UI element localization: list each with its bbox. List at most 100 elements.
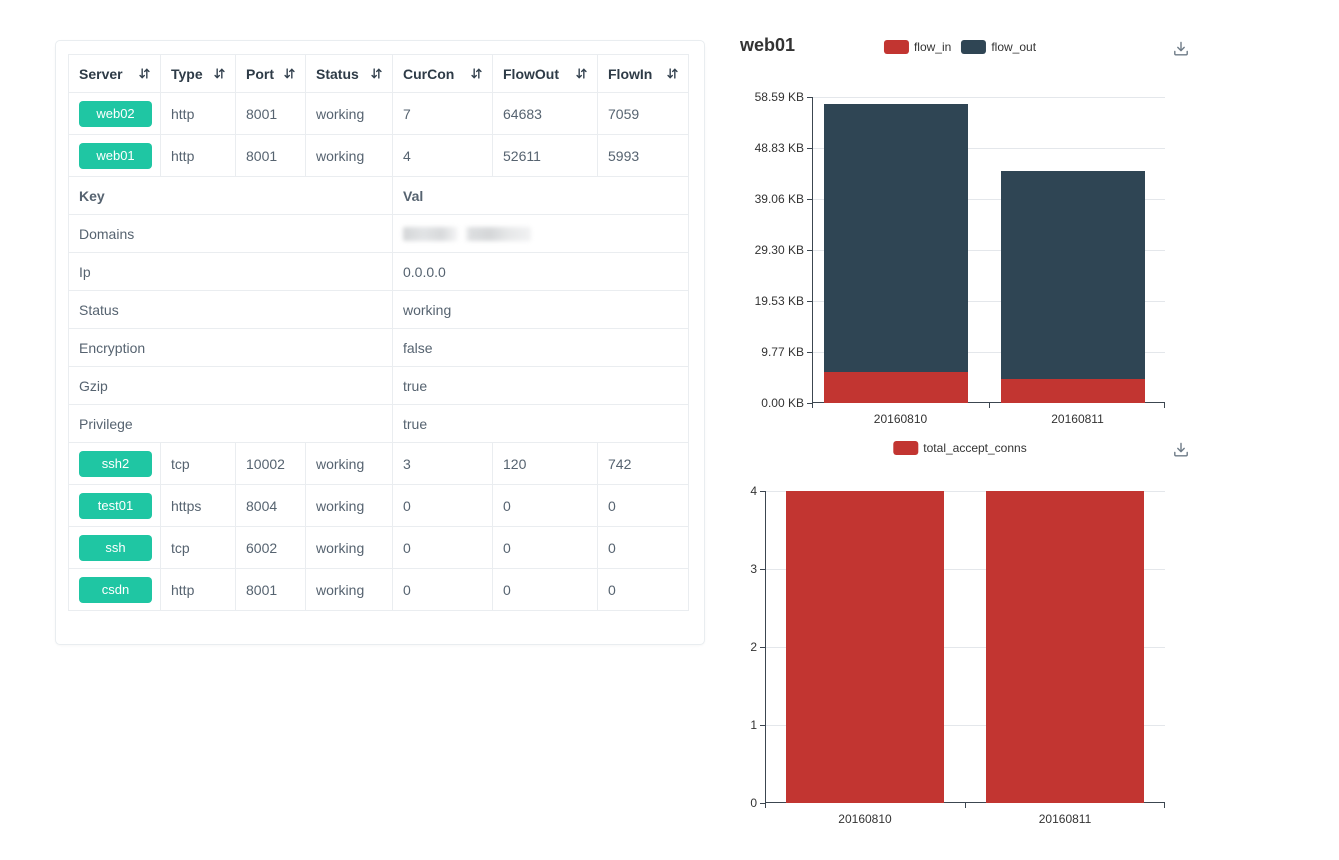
y-axis-tick <box>807 403 812 404</box>
y-axis-tick <box>807 97 812 98</box>
server-badge-csdn[interactable]: csdn <box>79 576 152 603</box>
save-as-image-icon[interactable] <box>1172 441 1190 459</box>
y-axis-tick <box>807 199 812 200</box>
kv-row-status: Status working <box>68 290 689 329</box>
curcon-cell: 7 <box>392 92 493 135</box>
legend-item-total_accept_conns[interactable]: total_accept_conns <box>893 441 1027 455</box>
column-header-curcon[interactable]: CurCon <box>392 54 493 93</box>
y-axis-line <box>812 97 813 403</box>
server-badge-ssh[interactable]: ssh <box>79 534 152 561</box>
bar-flow_out-20160811[interactable] <box>1001 171 1145 379</box>
sort-icon[interactable] <box>213 67 226 80</box>
y-tick-label: 29.30 KB <box>754 243 804 257</box>
y-tick-label: 0.00 KB <box>761 396 804 410</box>
column-header-status[interactable]: Status <box>305 54 393 93</box>
gridline <box>766 647 1165 648</box>
server-badge-web02[interactable]: web02 <box>79 100 152 127</box>
column-header-label: Type <box>171 65 203 82</box>
kv-val-cell <box>392 214 689 253</box>
y-tick-label: 1 <box>750 718 757 732</box>
legend-label: flow_out <box>991 40 1037 54</box>
server-badge-test01[interactable]: test01 <box>79 492 152 519</box>
column-header-label: Port <box>246 65 274 82</box>
bar-flow_out-20160810[interactable] <box>824 104 968 372</box>
curcon-cell: 0 <box>392 568 493 611</box>
status-cell: working <box>305 568 393 611</box>
curcon-cell: 3 <box>392 442 493 485</box>
y-tick-label: 0 <box>750 796 757 810</box>
y-axis-tick <box>807 250 812 251</box>
table-row: web01 http 8001 working 4 52611 5993 <box>68 134 689 177</box>
sort-icon[interactable] <box>470 67 483 80</box>
server-badge-web01[interactable]: web01 <box>79 142 152 169</box>
sort-icon[interactable] <box>370 67 383 80</box>
y-axis-tick <box>807 352 812 353</box>
kv-row-gzip: Gzip true <box>68 366 689 405</box>
kv-header-row: Key Val <box>68 176 689 215</box>
sort-icon[interactable] <box>666 67 679 80</box>
kv-key-header: Key <box>68 176 393 215</box>
x-axis-tick <box>1164 803 1165 808</box>
x-axis-tick <box>1164 403 1165 408</box>
flow-bar-chart: web01 flow_in flow_out 58.59 KB 48.83 KB 39.0… <box>720 20 1200 432</box>
status-cell: working <box>305 442 393 485</box>
type-cell: https <box>160 484 236 527</box>
bar-total_accept_conns-20160811[interactable] <box>986 491 1144 803</box>
kv-val-header: Val <box>392 176 689 215</box>
server-name-cell: ssh2 <box>68 442 161 485</box>
flowin-cell: 7059 <box>597 92 689 135</box>
legend-label: total_accept_conns <box>923 441 1027 455</box>
y-tick-label: 19.53 KB <box>754 294 804 308</box>
port-cell: 6002 <box>235 526 306 569</box>
column-header-flowout[interactable]: FlowOut <box>492 54 598 93</box>
column-header-port[interactable]: Port <box>235 54 306 93</box>
kv-row-ip: Ip 0.0.0.0 <box>68 252 689 291</box>
legend-swatch-flow_in <box>883 40 909 54</box>
y-tick-label: 48.83 KB <box>754 141 804 155</box>
sort-icon[interactable] <box>283 67 296 80</box>
kv-val-cell: 0.0.0.0 <box>392 252 689 291</box>
column-header-label: FlowIn <box>608 65 653 82</box>
kv-key-cell: Status <box>68 290 393 329</box>
kv-val-cell: working <box>392 290 689 329</box>
sort-icon[interactable] <box>138 67 151 80</box>
y-axis-tick <box>760 569 765 570</box>
save-as-image-icon[interactable] <box>1172 40 1190 58</box>
x-axis-tick <box>812 403 813 408</box>
kv-key-cell: Gzip <box>68 366 393 405</box>
kv-val-cell: true <box>392 366 689 405</box>
x-category-label: 20160811 <box>1038 812 1092 826</box>
legend-item-flow_out[interactable]: flow_out <box>961 40 1036 54</box>
y-tick-label: 9.77 KB <box>761 345 804 359</box>
status-cell: working <box>305 526 393 569</box>
plot-area: 58.59 KB 48.83 KB 39.06 KB 29.30 KB 19.53 KB… <box>755 90 1165 426</box>
bar-total_accept_conns-20160810[interactable] <box>786 491 944 803</box>
column-header-server[interactable]: Server <box>68 54 161 93</box>
type-cell: tcp <box>160 526 236 569</box>
x-axis-line <box>812 402 1165 403</box>
legend-item-flow_in[interactable]: flow_in <box>883 40 951 54</box>
sort-icon[interactable] <box>575 67 588 80</box>
column-header-label: CurCon <box>403 65 455 82</box>
y-tick-label: 2 <box>750 640 757 654</box>
gridline <box>813 148 1165 149</box>
legend-swatch-flow_out <box>961 40 987 54</box>
kv-row-encryption: Encryption false <box>68 328 689 367</box>
column-header-flowin[interactable]: FlowIn <box>597 54 689 93</box>
bar-flow_in-20160810[interactable] <box>824 372 968 403</box>
table-row: csdn http 8001 working 0 0 0 <box>68 568 689 611</box>
bar-flow_in-20160811[interactable] <box>1001 379 1145 403</box>
port-cell: 8001 <box>235 134 306 177</box>
flowout-cell: 64683 <box>492 92 598 135</box>
kv-key-cell: Encryption <box>68 328 393 367</box>
column-header-type[interactable]: Type <box>160 54 236 93</box>
server-badge-ssh2[interactable]: ssh2 <box>79 450 152 477</box>
x-category-label: 20160810 <box>873 412 928 426</box>
y-axis-tick <box>760 491 765 492</box>
y-axis-tick <box>760 803 765 804</box>
connections-bar-chart: total_accept_conns 4 3 2 1 0 20160810 20160811 <box>720 430 1200 842</box>
gridline <box>766 569 1165 570</box>
column-header-inner: Type <box>171 66 235 82</box>
y-tick-label: 39.06 KB <box>754 192 804 206</box>
flowin-cell: 0 <box>597 484 689 527</box>
